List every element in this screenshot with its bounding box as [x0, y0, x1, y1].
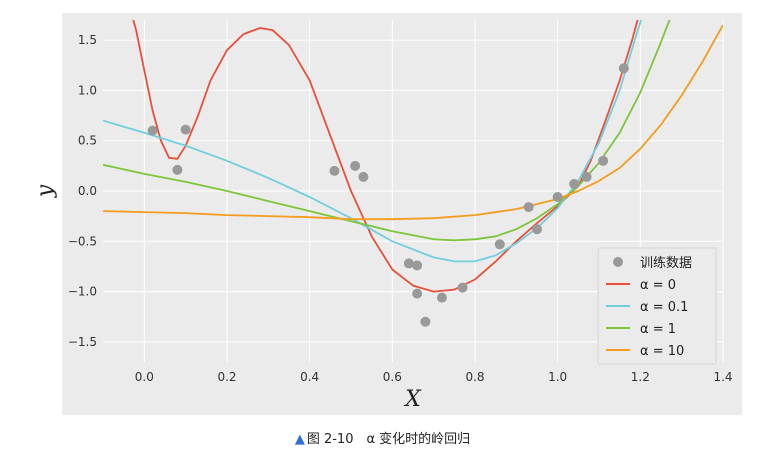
series-line [103, 24, 723, 221]
ridge-chart: 0.0 0.2 0.4 0.6 0.8 1.0 1.2 1.4 −1.5 −1.0 −0.5 0.0… [33, 13, 742, 415]
x-tick-label: 0.2 [217, 370, 236, 384]
scatter-point [436, 292, 447, 303]
series-line [103, 20, 671, 242]
scatter-point [457, 282, 468, 293]
legend-box [597, 247, 717, 365]
legend-label: α = 10 [640, 344, 684, 359]
scatter-point [552, 192, 563, 203]
scatter-point [147, 125, 158, 136]
y-tick-labels: −1.5 −1.0 −0.5 0.0 0.5 1.0 1.5 [68, 33, 97, 349]
x-tick-label: 0.4 [300, 370, 319, 384]
x-tick-label: 0.0 [135, 370, 154, 384]
legend: 训练数据 α = 0 α = 0.1 α = 1 α = 10 [597, 247, 717, 365]
scatter-point [403, 258, 414, 269]
series-layer [103, 20, 723, 293]
y-tick-label: 0.0 [78, 184, 97, 198]
scatter-point [358, 171, 369, 182]
scatter-point [412, 260, 423, 271]
y-axis-label: y [33, 184, 58, 198]
figure-caption: ▲ 图 2-10 α 变化时的岭回归 [0, 428, 765, 447]
scatter-point [532, 224, 542, 235]
y-tick-label: 0.5 [78, 134, 97, 148]
x-tick-label: 1.0 [548, 370, 567, 384]
caption-triangle-icon: ▲ [294, 432, 305, 447]
x-tick-label: 1.2 [631, 370, 650, 384]
scatter-point [598, 155, 609, 166]
legend-label: α = 0.1 [640, 300, 688, 315]
scatter-layer [147, 63, 629, 327]
legend-label: 训练数据 [640, 256, 692, 271]
legend-label: α = 1 [640, 322, 676, 337]
y-tick-label: −1.5 [68, 335, 97, 349]
scatter-point [581, 171, 592, 182]
x-tick-label: 0.6 [383, 370, 402, 384]
y-tick-label: 1.5 [78, 33, 97, 47]
legend-marker [613, 257, 623, 267]
x-tick-label: 1.4 [713, 370, 732, 384]
scatter-point [329, 165, 340, 176]
scatter-point [523, 202, 534, 213]
scatter-point [180, 124, 191, 135]
series-line [103, 20, 643, 263]
caption-text: 图 2-10 α 变化时的岭回归 [306, 432, 471, 447]
y-tick-label: −1.0 [68, 285, 97, 299]
y-tick-label: 1.0 [78, 83, 97, 97]
legend-label: α = 0 [640, 278, 676, 293]
y-tick-label: −0.5 [68, 234, 97, 248]
scatter-point [412, 288, 423, 299]
scatter-point [569, 178, 580, 189]
x-tick-labels: 0.0 0.2 0.4 0.6 0.8 1.0 1.2 1.4 [135, 370, 733, 384]
scatter-point [494, 239, 505, 250]
scatter-point [350, 160, 361, 171]
scatter-point [420, 316, 431, 327]
x-axis-label: X [403, 387, 422, 412]
x-tick-label: 0.8 [465, 370, 484, 384]
scatter-point [172, 164, 183, 175]
scatter-point [618, 63, 629, 74]
